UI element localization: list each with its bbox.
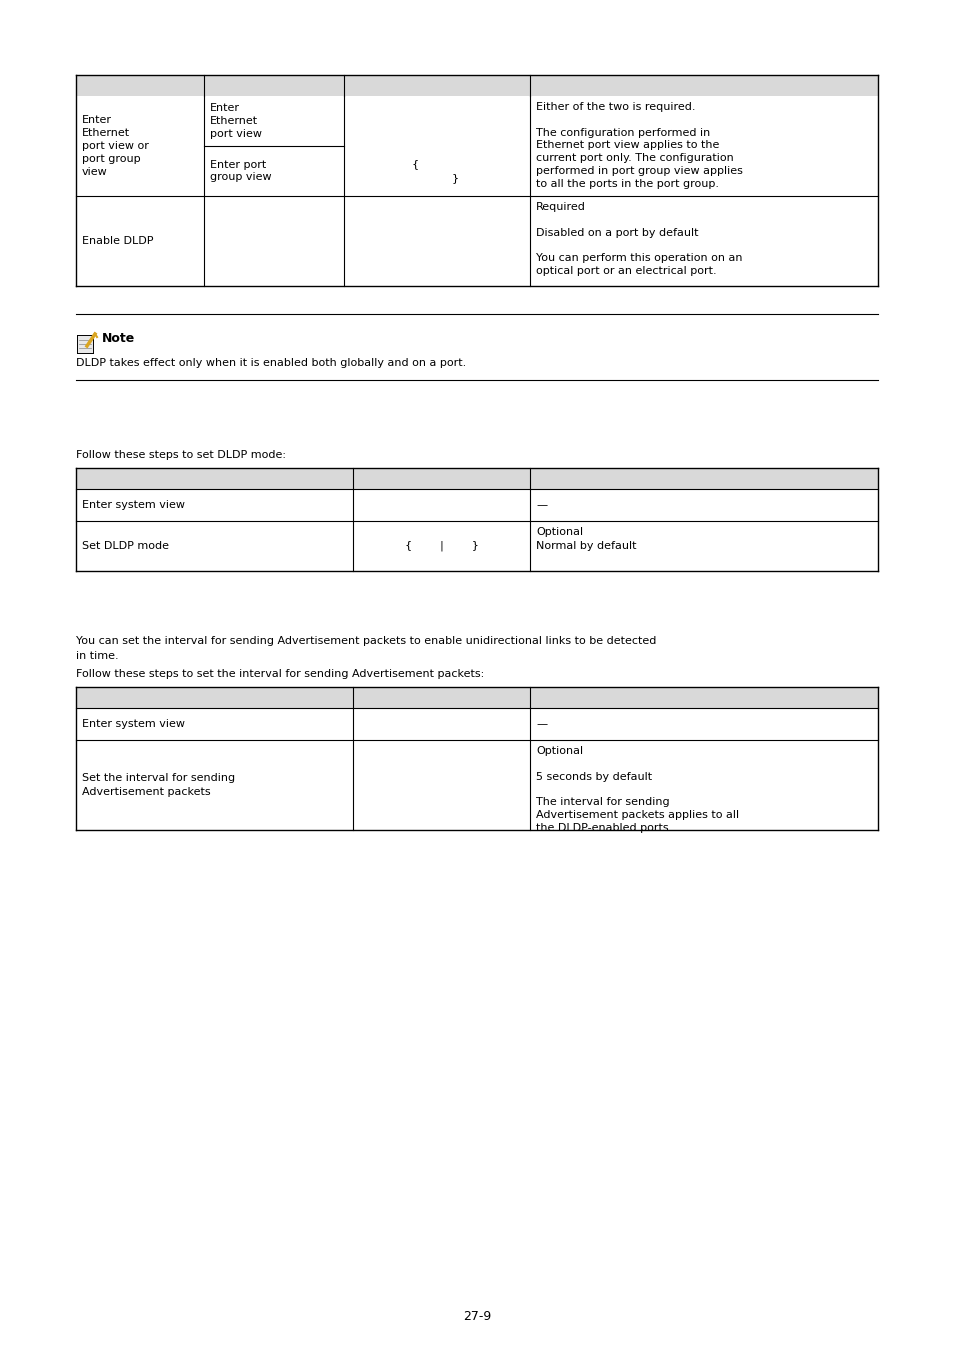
- Text: Enter
Ethernet
port view or
port group
view: Enter Ethernet port view or port group v…: [82, 115, 149, 177]
- Text: Enter system view: Enter system view: [82, 500, 185, 510]
- Text: Enter port
group view: Enter port group view: [210, 159, 272, 182]
- Text: —: —: [536, 720, 547, 729]
- Text: Note: Note: [102, 332, 135, 346]
- Text: Enter
Ethernet
port view: Enter Ethernet port view: [210, 103, 262, 139]
- Text: 27-9: 27-9: [462, 1310, 491, 1323]
- Bar: [76, 76, 877, 96]
- Text: Follow these steps to set the interval for sending Advertisement packets:: Follow these steps to set the interval f…: [76, 670, 484, 679]
- Text: You can set the interval for sending Advertisement packets to enable unidirectio: You can set the interval for sending Adv…: [76, 636, 656, 647]
- Text: }: }: [452, 173, 458, 184]
- Bar: [76, 468, 877, 489]
- Text: in time.: in time.: [76, 651, 118, 661]
- Bar: [76, 687, 877, 707]
- Text: Either of the two is required.

The configuration performed in
Ethernet port vie: Either of the two is required. The confi…: [536, 103, 742, 189]
- Text: Enable DLDP: Enable DLDP: [82, 236, 153, 246]
- Text: —: —: [536, 500, 547, 510]
- Text: Optional

5 seconds by default

The interval for sending
Advertisement packets a: Optional 5 seconds by default The interv…: [536, 747, 739, 833]
- Text: {: {: [412, 159, 418, 169]
- Text: Set DLDP mode: Set DLDP mode: [82, 541, 169, 551]
- Text: Set the interval for sending
Advertisement packets: Set the interval for sending Advertiseme…: [82, 774, 234, 796]
- Text: {        |        }: { | }: [404, 541, 478, 551]
- Text: Optional
Normal by default: Optional Normal by default: [536, 526, 636, 551]
- Text: Required

Disabled on a port by default

You can perform this operation on an
op: Required Disabled on a port by default Y…: [536, 202, 741, 275]
- Text: Follow these steps to set DLDP mode:: Follow these steps to set DLDP mode:: [76, 450, 286, 460]
- Text: Enter system view: Enter system view: [82, 720, 185, 729]
- Bar: [77, 335, 92, 352]
- Text: DLDP takes effect only when it is enabled both globally and on a port.: DLDP takes effect only when it is enable…: [76, 358, 466, 369]
